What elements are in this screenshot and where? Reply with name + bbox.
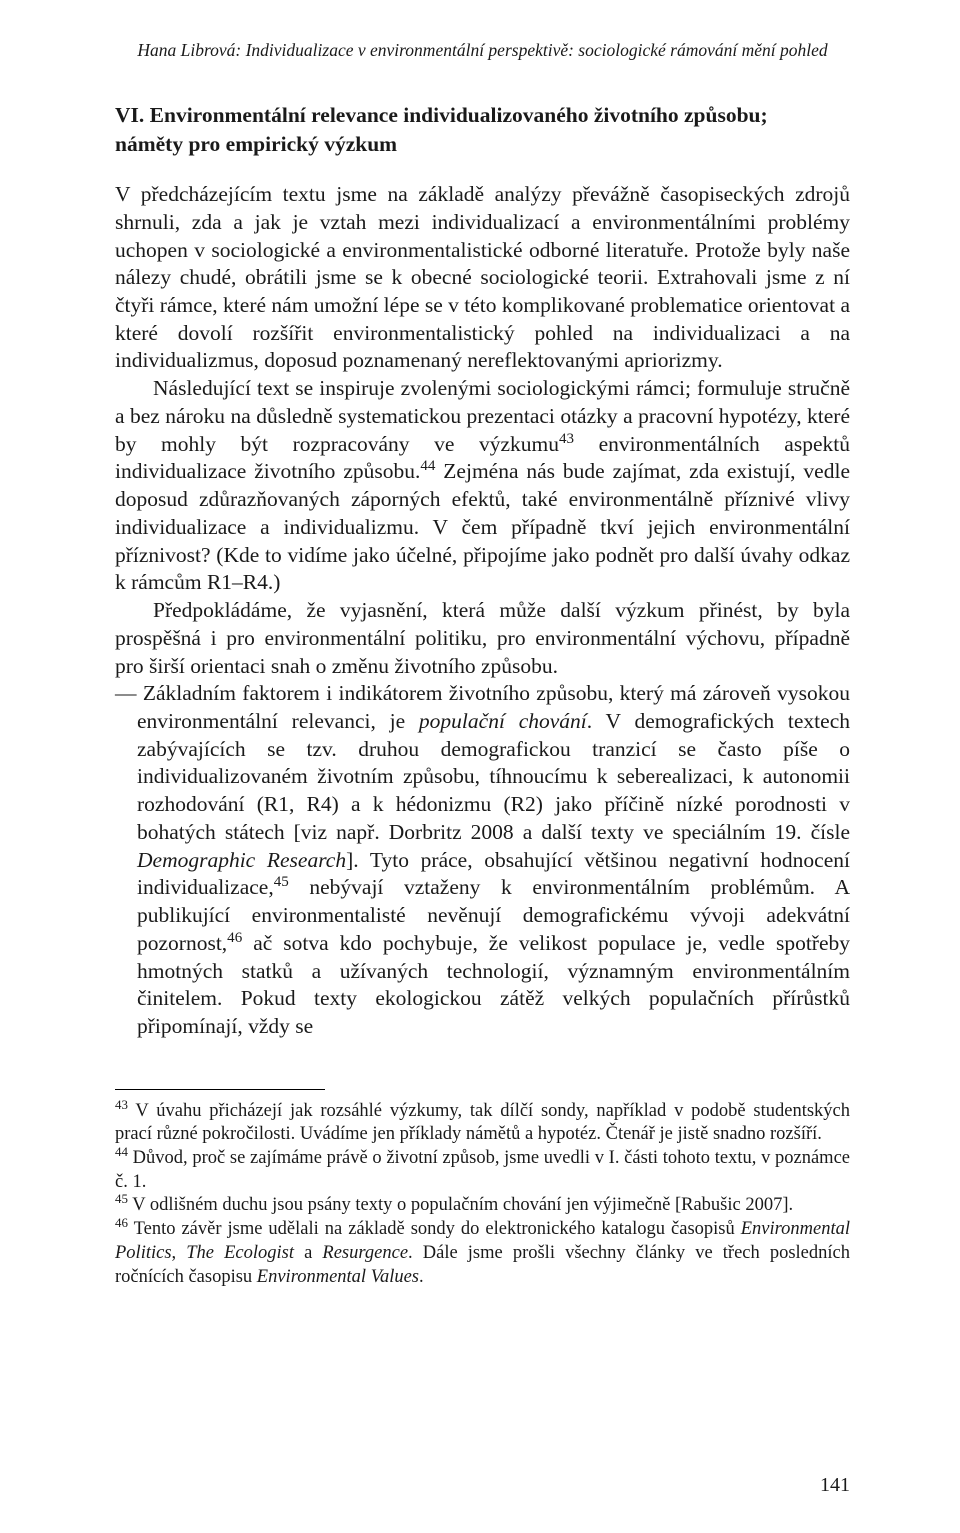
paragraph-4: — Základním faktorem i indikátorem život… xyxy=(115,680,850,1041)
footnote-ref-46: 46 xyxy=(227,930,242,946)
paragraph-3: Předpokládáme, že vyjasnění, která může … xyxy=(115,597,850,680)
body-text: V předcházejícím textu jsme na základě a… xyxy=(115,181,850,1041)
paragraph-2: Následující text se inspiruje zvolenými … xyxy=(115,375,850,597)
fn-num-44: 44 xyxy=(115,1144,128,1159)
paragraph-1: V předcházejícím textu jsme na základě a… xyxy=(115,181,850,375)
fn46-i4: Environmental Values xyxy=(257,1267,419,1287)
fn46-i2: The Ecologist xyxy=(186,1243,294,1263)
footnotes: 43 V úvahu přicházejí jak rozsáhlé výzku… xyxy=(115,1100,850,1289)
fn44-text: Důvod, proč se zajímáme právě o životní … xyxy=(115,1148,850,1192)
fn46-e: . xyxy=(419,1267,424,1287)
fn-num-46: 46 xyxy=(115,1215,128,1230)
footnote-ref-43: 43 xyxy=(559,430,574,446)
footnote-separator xyxy=(115,1089,325,1090)
fn45-text: V odlišném duchu jsou psány texty o popu… xyxy=(128,1195,793,1215)
p4-italic-2: Demographic Research xyxy=(137,848,346,872)
section-heading-line2: náměty pro empirický výzkum xyxy=(115,132,397,156)
fn-num-43: 43 xyxy=(115,1097,128,1112)
fn43-text: V úvahu přicházejí jak rozsáhlé výzkumy,… xyxy=(115,1101,850,1145)
p4-italic-1: populační chování xyxy=(419,709,587,733)
p4-part-e: ač sotva kdo pochybuje, že velikost popu… xyxy=(137,931,850,1038)
footnote-ref-45: 45 xyxy=(274,874,289,890)
fn46-a: Tento závěr jsme udělali na základě sond… xyxy=(128,1219,741,1239)
running-header: Hana Librová: Individualizace v environm… xyxy=(115,40,850,61)
footnote-45: 45 V odlišném duchu jsou psány texty o p… xyxy=(115,1194,850,1218)
page-number: 141 xyxy=(820,1474,850,1497)
footnote-43: 43 V úvahu přicházejí jak rozsáhlé výzku… xyxy=(115,1100,850,1147)
footnote-46: 46 Tento závěr jsme udělali na základě s… xyxy=(115,1218,850,1289)
section-heading: VI. Environmentální relevance individual… xyxy=(115,101,850,159)
footnote-ref-44: 44 xyxy=(420,458,435,474)
section-heading-line1: VI. Environmentální relevance individual… xyxy=(115,103,768,127)
fn46-i3: Resurgence xyxy=(322,1243,408,1263)
footnote-44: 44 Důvod, proč se zajímáme právě o život… xyxy=(115,1147,850,1194)
fn-num-45: 45 xyxy=(115,1191,128,1206)
fn46-c: a xyxy=(294,1243,322,1263)
fn46-b: , xyxy=(172,1243,187,1263)
